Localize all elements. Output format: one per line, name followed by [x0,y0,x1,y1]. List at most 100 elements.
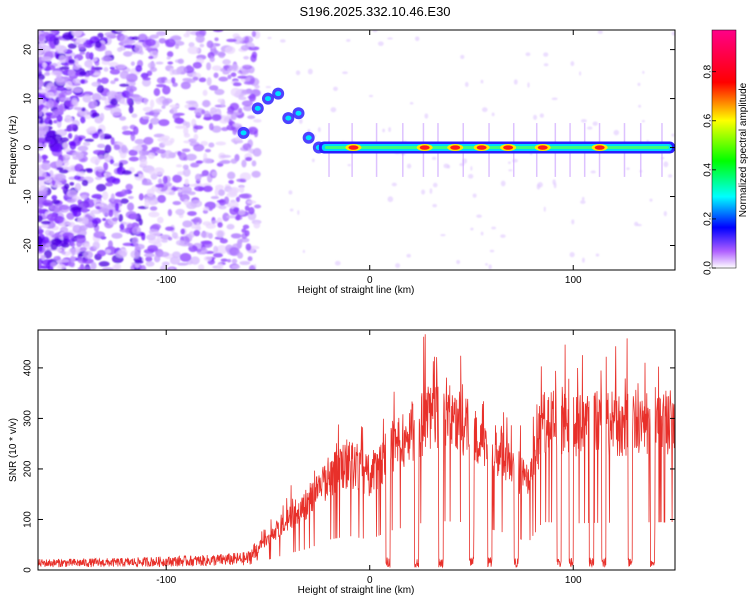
noise-speckle [110,80,116,85]
rising-tone-core [295,110,302,116]
noise-speckle [243,80,255,85]
noise-speckle [66,222,72,226]
noise-speckle [142,77,151,81]
colorbar-ticks: 0.0 0.2 0.4 0.6 0.8 [703,64,716,275]
noise-speckle [211,171,218,177]
noise-speckle [179,252,192,262]
noise-speckle [91,100,97,109]
noise-speckle [431,156,437,160]
noise-speckle [74,58,79,67]
noise-speckle [108,61,119,67]
noise-speckle [195,222,201,230]
noise-speckle [90,156,101,164]
noise-speckle [138,193,144,201]
noise-speckle [247,256,253,262]
noise-speckle [51,199,61,205]
noise-speckle [229,247,240,257]
noise-speckle [175,208,185,216]
noise-speckle [38,137,46,144]
noise-speckle [115,30,127,33]
noise-speckle [168,236,173,241]
noise-speckle [61,250,66,255]
noise-speckle [226,215,237,219]
noise-speckle [158,119,170,127]
x-tick-label: 0 [367,275,373,286]
noise-speckle [133,126,139,135]
rising-tone-core [240,130,247,136]
noise-speckle [513,79,518,85]
noise-speckle [254,204,262,209]
noise-speckle [223,65,230,69]
noise-speckle [302,249,306,254]
noise-speckle [83,39,95,49]
noise-speckle [265,86,272,89]
noise-speckle [128,105,134,114]
colorbar-tick-label: 0.0 [703,261,714,275]
noise-speckle [40,265,50,270]
noise-speckle [148,211,160,218]
noise-speckle [156,77,166,84]
noise-speckle [54,173,67,182]
noise-speckle [237,252,244,259]
noise-speckle [169,256,181,265]
y-tick-label: -10 [23,189,34,204]
noise-speckle [66,190,78,198]
noise-speckle [525,52,531,57]
noise-speckle [330,107,337,113]
y-tick-label: 20 [23,44,34,56]
noise-speckle [121,170,132,175]
noise-speckle [82,258,94,264]
noise-speckle [134,243,145,250]
noise-speckle [387,37,393,40]
noise-speckle [215,245,228,254]
noise-speckle [109,159,115,165]
noise-speckle [38,67,43,72]
noise-speckle [58,104,64,111]
noise-speckle [112,264,120,270]
noise-speckle [155,83,167,88]
noise-speckle [108,240,113,250]
x-tick-label: 0 [367,575,373,586]
noise-speckle [81,179,89,187]
noise-speckle [226,38,237,43]
noise-speckle [178,152,187,161]
noise-speckle [147,244,159,252]
noise-speckle [297,210,300,215]
x-tick-label: -100 [156,275,176,286]
noise-speckle [188,42,195,48]
noise-speckle [638,104,642,108]
noise-speckle [636,223,642,227]
noise-speckle [232,82,242,87]
noise-speckle [104,144,112,154]
noise-speckle [231,258,238,264]
noise-speckle [132,236,139,246]
noise-speckle [377,41,384,47]
noise-speckle [116,64,126,69]
noise-speckle [84,138,95,142]
noise-speckle [187,211,197,217]
noise-speckle [100,96,107,101]
noise-speckle [131,226,142,235]
signal-hotspot [419,145,430,150]
noise-speckle [151,231,161,237]
noise-speckle [51,194,58,201]
noise-speckle [195,160,204,164]
noise-speckle [177,58,185,65]
noise-speckle [103,153,111,162]
noise-speckle [203,116,213,121]
noise-speckle [110,193,115,203]
noise-speckle [111,232,123,239]
noise-speckle [157,194,166,204]
noise-speckle [144,199,150,208]
noise-speckle [180,228,186,235]
noise-speckle [155,61,164,65]
noise-speckle [124,39,136,44]
noise-speckle [48,120,53,126]
noise-speckle [38,33,45,42]
noise-speckle [543,206,546,212]
x-tick-label: 100 [565,575,582,586]
noise-speckle [387,196,394,203]
noise-speckle [613,129,620,136]
noise-speckle [391,182,397,187]
